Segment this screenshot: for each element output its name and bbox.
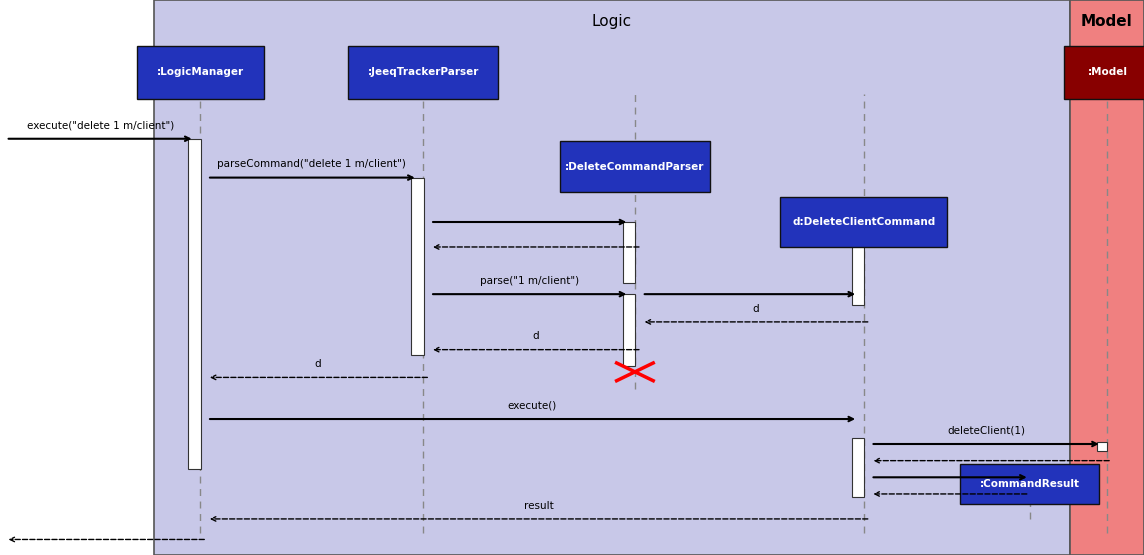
- Text: d: d: [532, 331, 539, 341]
- FancyBboxPatch shape: [412, 178, 423, 355]
- Text: execute(): execute(): [507, 401, 557, 411]
- Text: :CommandResult: :CommandResult: [979, 479, 1080, 489]
- Text: d: d: [753, 304, 760, 314]
- FancyBboxPatch shape: [561, 142, 709, 192]
- Text: deleteClient(1): deleteClient(1): [947, 426, 1025, 436]
- FancyBboxPatch shape: [1064, 46, 1144, 99]
- FancyBboxPatch shape: [1097, 442, 1106, 451]
- Text: :LogicManager: :LogicManager: [157, 67, 244, 77]
- Text: d: d: [315, 359, 321, 369]
- FancyBboxPatch shape: [780, 197, 947, 248]
- Text: execute("delete 1 m/client"): execute("delete 1 m/client"): [27, 120, 174, 130]
- FancyBboxPatch shape: [851, 244, 865, 305]
- Text: :DeleteCommandParser: :DeleteCommandParser: [565, 162, 705, 171]
- Text: :JeeqTrackerParser: :JeeqTrackerParser: [367, 67, 479, 77]
- Text: Model: Model: [1081, 14, 1133, 29]
- FancyBboxPatch shape: [137, 46, 263, 99]
- Text: parseCommand("delete 1 m/client"): parseCommand("delete 1 m/client"): [216, 159, 406, 169]
- FancyBboxPatch shape: [623, 222, 636, 283]
- FancyBboxPatch shape: [851, 438, 865, 497]
- FancyBboxPatch shape: [961, 464, 1099, 504]
- FancyBboxPatch shape: [1070, 0, 1144, 555]
- FancyBboxPatch shape: [623, 294, 636, 366]
- Text: :Model: :Model: [1088, 67, 1127, 77]
- Text: Logic: Logic: [591, 14, 633, 29]
- Text: result: result: [524, 501, 554, 511]
- FancyBboxPatch shape: [154, 0, 1070, 555]
- Text: d:DeleteClientCommand: d:DeleteClientCommand: [792, 217, 936, 227]
- FancyBboxPatch shape: [348, 46, 499, 99]
- Text: parse("1 m/client"): parse("1 m/client"): [480, 276, 579, 286]
- FancyBboxPatch shape: [188, 139, 201, 469]
